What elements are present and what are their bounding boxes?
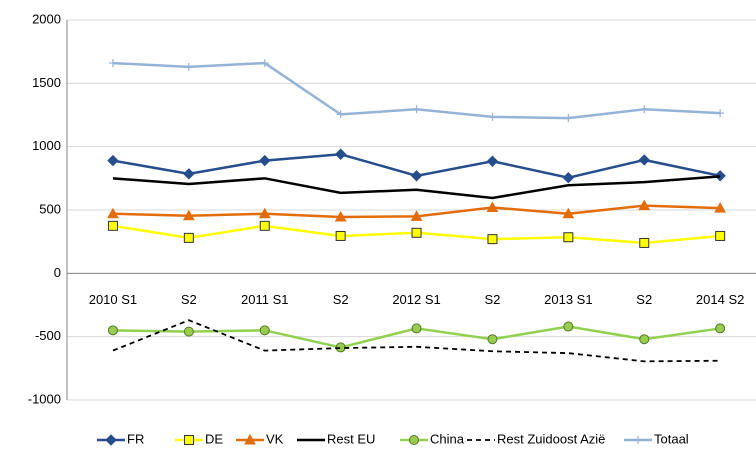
data-point [410,170,423,182]
x-tick-label: S2 [181,292,197,307]
data-point [184,62,193,71]
data-point [336,110,345,119]
y-tick-label: 2000 [32,11,61,26]
data-point [564,114,573,123]
data-point [183,232,194,243]
x-tick-label: S2 [484,292,500,307]
data-point [715,323,726,334]
data-point [410,210,423,221]
data-point [486,155,499,167]
data-point [562,171,575,184]
data-point [108,59,117,68]
y-tick-label: 1000 [32,138,61,153]
data-point [411,323,422,334]
legend-label: FR [127,431,144,446]
data-point [183,209,195,221]
legend-label: Totaal [654,431,689,446]
legend-marker [409,435,419,445]
x-tick-label: 2012 S1 [392,292,440,307]
data-point [563,321,574,332]
data-point [107,325,118,336]
data-point [334,210,347,222]
data-point [638,199,651,211]
x-tick-label: 2011 S1 [241,292,288,307]
data-point [640,105,649,114]
y-tick-label: -500 [35,328,61,343]
y-tick-label: -1000 [28,391,61,406]
data-point [714,170,726,182]
data-point [334,148,347,160]
data-point [107,207,119,219]
legend-label: China [430,431,465,446]
data-point [639,334,650,345]
data-point [259,220,270,231]
data-point [487,234,498,245]
data-point [183,168,195,180]
data-point [563,232,574,243]
legend-label: Rest EU [327,431,375,446]
y-tick-label: 1500 [32,75,61,90]
data-point [183,326,194,337]
y-tick-label: 0 [54,265,61,280]
x-tick-label: 2010 S1 [89,292,137,307]
data-point [335,230,346,241]
x-tick-label: S2 [333,292,349,307]
x-tick-label: S2 [636,292,652,307]
data-point [258,207,271,219]
legend-marker [244,433,256,445]
data-point [412,105,421,114]
data-point [260,59,269,68]
data-point [488,112,497,121]
legend-label: DE [205,431,223,446]
data-point [638,154,650,166]
series-line [112,319,721,363]
legend-marker [184,435,194,445]
x-tick-label: 2013 S1 [544,292,592,307]
data-point [716,109,725,118]
x-tick-label: 2014 S2 [696,292,744,307]
legend-marker [105,434,117,446]
data-point [715,230,726,241]
data-point [714,202,726,213]
data-point [259,154,271,167]
data-point [639,237,650,248]
data-point [487,334,498,345]
data-point [107,220,118,231]
y-tick-label: 500 [39,201,61,216]
data-point [411,227,422,238]
data-point [486,201,499,212]
legend-label: VK [266,431,284,446]
data-point [259,325,270,336]
legend-marker [634,436,642,444]
data-point [562,207,575,219]
legend-label: Rest Zuidoost Azië [497,431,605,446]
series-line [112,175,721,200]
data-point [107,154,119,167]
